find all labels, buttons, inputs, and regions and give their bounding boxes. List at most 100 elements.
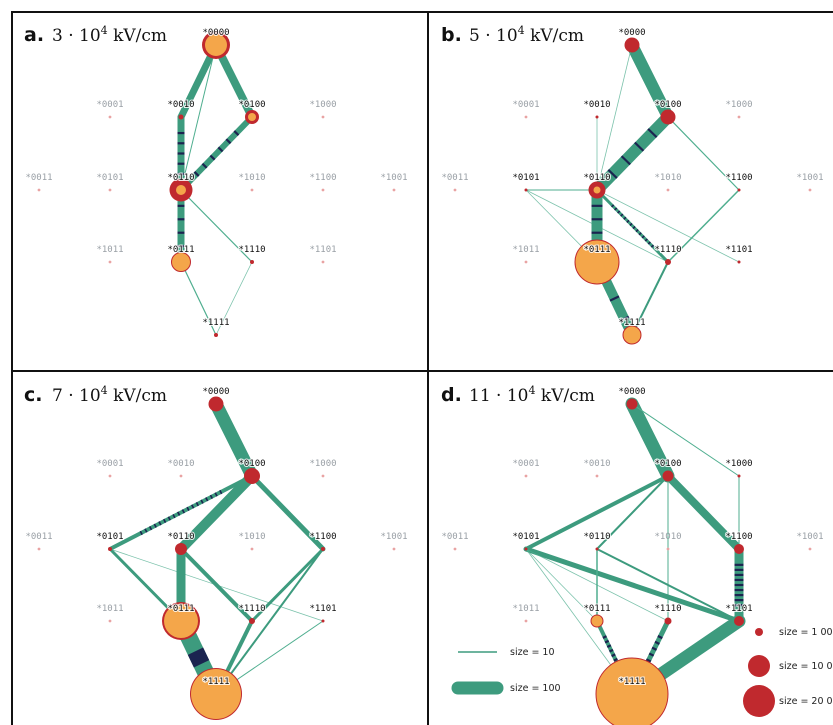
- panel-c-edge-stripe: [187, 647, 210, 668]
- panel-b-edge-stripe: [620, 213, 624, 217]
- panel-c-edge-stripe: [191, 504, 195, 509]
- panel-b-node-0110-inner: [593, 186, 601, 194]
- panel-a-node-1100-dot: [321, 188, 325, 192]
- panel-b-node-label-1101: *1101: [725, 245, 752, 255]
- panel-c-field: 7 · 104 kV/cm: [52, 384, 167, 406]
- panel-b-edge-stripe: [638, 232, 642, 236]
- panel-b-node-1011-dot: [524, 260, 528, 264]
- panel-b-node-label-1001: *1001: [796, 173, 823, 183]
- panel-c-edge-0100-0110: [176, 471, 257, 554]
- panel-d-node-label-1100: *1100: [725, 532, 752, 542]
- panel-d-node-label-0111: *0111: [583, 604, 610, 614]
- panel-d-node-label-1110: *1110: [654, 604, 681, 614]
- panel-b-letter: b.: [441, 24, 462, 46]
- panel-b-node-1100-outer: [737, 188, 741, 192]
- panel-a-node-0001-dot: [108, 115, 112, 119]
- panel-c-edge-stripe: [214, 492, 218, 497]
- panel-c-node-0000-outer: [208, 396, 224, 412]
- panel-a-edge-stripe: [201, 162, 208, 169]
- panel-b-edge-stripe: [641, 235, 645, 239]
- panel-d-letter: d.: [441, 384, 462, 406]
- panel-b-edge-stripe: [607, 168, 618, 179]
- panel-a-edge-stripe: [225, 138, 232, 145]
- panel-c-edge-stripe: [200, 499, 204, 504]
- legend-node-swatch: [755, 628, 763, 636]
- panel-b-edge-stripe: [614, 207, 618, 211]
- panel-d-node-label-1101: *1101: [725, 604, 752, 614]
- panel-d-edge-0101-1101: [523, 546, 742, 624]
- panel-d-node-label-0001: *0001: [512, 459, 539, 469]
- panel-c-node-0010-dot: [179, 474, 183, 478]
- panel-c-node-1000-dot: [321, 474, 325, 478]
- panel-d-edge-stripe: [608, 648, 614, 653]
- panel-b-node-label-1010: *1010: [654, 173, 681, 183]
- panel-d-node-label-0110: *0110: [583, 532, 610, 542]
- panel-b-edge-stripe: [644, 238, 648, 242]
- panel-d-frame: [427, 370, 833, 725]
- panel-d-node-1010-dot: [666, 547, 670, 551]
- panel-c-node-1100-outer: [321, 547, 325, 551]
- panel-c-edge-stripe: [195, 501, 199, 507]
- panel-a-letter: a.: [24, 24, 44, 46]
- panel-b-edge-0100-0110: [591, 111, 674, 196]
- panel-c-edge-stripe: [181, 509, 185, 514]
- legend-node-label: size = 1 000: [779, 627, 833, 638]
- panel-c-node-1011-dot: [108, 619, 112, 623]
- panel-b-node-0000-outer: [624, 37, 640, 53]
- panel-c-node-label-1110: *1110: [238, 604, 265, 614]
- panel-c-node-1111-inner: [191, 669, 241, 719]
- panel-d-edge-0100-0101: [525, 474, 669, 551]
- panel-a-edge-0100-0110: [178, 114, 255, 193]
- panel-d-edge-stripe: [606, 644, 612, 649]
- panel-b-edge-stripe: [647, 128, 658, 139]
- panel-b-node-label-0000: *0000: [618, 28, 645, 38]
- panel-b-node-label-0010: *0010: [583, 100, 610, 110]
- panel-d-node-0001-dot: [524, 474, 528, 478]
- panel-a-node-label-0000: *0000: [202, 28, 229, 38]
- panel-b-node-label-1000: *1000: [725, 100, 752, 110]
- panel-b-edge-stripe: [629, 222, 633, 227]
- panel-d-edge-stripe: [648, 652, 655, 657]
- panel-a-edge-stripe: [193, 171, 200, 177]
- panel-b-edge-0100-1100: [667, 116, 740, 191]
- panel-a-node-1001-dot: [392, 188, 396, 192]
- panel-d-node-label-0010: *0010: [583, 459, 610, 469]
- panel-d-node-0011-dot: [453, 547, 457, 551]
- panel-b-edge-stripe: [626, 219, 630, 223]
- panel-d-node-1001-dot: [808, 547, 812, 551]
- panel-d-title: d. 11 · 104 kV/cm: [441, 384, 595, 406]
- panel-b-node-label-0100: *0100: [654, 100, 681, 110]
- panel-b-edge-0000-0110: [596, 44, 633, 191]
- panel-a-edge-stripe: [209, 154, 216, 161]
- legend-node-swatch: [748, 655, 770, 677]
- panel-a-edge-stripe: [217, 146, 224, 153]
- panel-d-node-1100-outer: [734, 544, 744, 554]
- panel-d-edge-stripe: [613, 657, 618, 662]
- panel-b-edge-stripe: [650, 244, 655, 248]
- panel-a-node-1011-dot: [108, 260, 112, 264]
- panel-c-node-1110-outer: [249, 618, 255, 624]
- panel-c-node-0111-inner: [164, 604, 198, 638]
- panel-a-node-label-1010: *1010: [238, 173, 265, 183]
- panel-a-edge-0110-1110: [180, 189, 253, 263]
- panel-a-node-0101-dot: [108, 188, 112, 192]
- panel-b-edge-1100-1110: [667, 189, 740, 263]
- panel-c-edge-stripe: [148, 525, 153, 531]
- panel-c-edge-0000-0100: [209, 397, 259, 483]
- panel-a-edge-1110-1111: [215, 261, 253, 336]
- panel-a-node-0110-inner: [176, 185, 186, 195]
- panel-d-node-1000-outer: [737, 474, 741, 478]
- panel-d-node-1011-dot: [524, 619, 528, 623]
- panel-d-node-label-0000: *0000: [618, 387, 645, 397]
- panel-c-node-label-0100: *0100: [238, 459, 265, 469]
- panel-c-node-label-0010: *0010: [167, 459, 194, 469]
- panel-d-labels: *0000 *0001 *0010 *0100 *1000 *0011 *0101 *0110…: [441, 386, 823, 688]
- panel-a-field: 3 · 104 kV/cm: [52, 24, 167, 46]
- panel-b-edge-stripe: [610, 204, 615, 208]
- panel-d-edge-0110-1101: [596, 548, 740, 622]
- panel-d-edge-stripe: [602, 635, 607, 639]
- panel-d-node-label-1011: *1011: [512, 604, 539, 614]
- panel-c-edge-1100-1110: [250, 547, 325, 623]
- panel-d-node-label-1111: *1111: [618, 677, 645, 687]
